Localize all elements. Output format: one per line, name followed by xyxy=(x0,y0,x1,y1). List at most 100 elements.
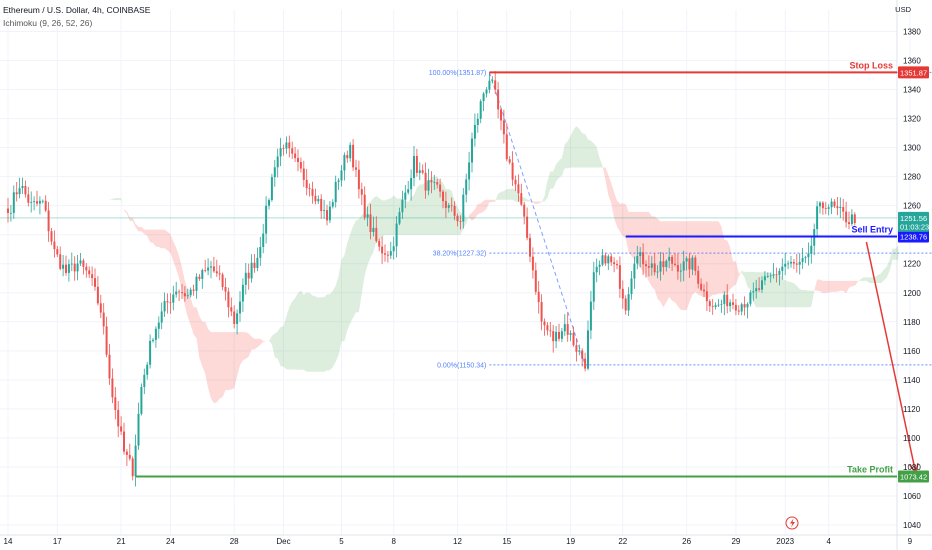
candle xyxy=(491,80,494,82)
cloud-segment xyxy=(680,221,684,311)
candle xyxy=(758,288,761,290)
x-tick-label: 2023 xyxy=(776,537,794,546)
cloud-segment xyxy=(831,280,835,292)
candle xyxy=(662,261,665,268)
y-tick-label: 1380 xyxy=(903,28,921,37)
cloud-segment xyxy=(332,285,336,368)
candle xyxy=(769,275,772,277)
candle xyxy=(740,304,743,312)
candle xyxy=(389,251,392,256)
fib-label: 38.20%(1227.32) xyxy=(433,251,487,258)
fib-label: 100.00%(1351.87) xyxy=(429,70,487,77)
cloud-segment xyxy=(147,229,151,243)
cloud-segment xyxy=(341,255,345,342)
cloud-segment xyxy=(187,290,191,326)
candle xyxy=(679,270,682,272)
candle xyxy=(581,350,584,359)
candle xyxy=(108,354,111,379)
cloud-segment xyxy=(791,282,794,308)
y-tick-label: 1040 xyxy=(903,521,921,530)
candle xyxy=(763,276,766,281)
candle xyxy=(154,328,157,340)
candle xyxy=(212,266,215,272)
candle xyxy=(691,257,694,270)
cloud-segment xyxy=(883,266,887,281)
candle xyxy=(346,154,349,159)
candle xyxy=(598,264,601,267)
candle xyxy=(331,202,334,207)
cloud-segment xyxy=(544,180,548,202)
candle xyxy=(334,181,337,203)
cloud-segment xyxy=(570,129,574,168)
cloud-segment xyxy=(878,273,881,284)
cloud-segment xyxy=(532,201,536,205)
cloud-segment xyxy=(564,141,568,169)
cloud-segment xyxy=(512,188,516,202)
cloud-segment xyxy=(854,280,858,286)
cloud-segment xyxy=(457,206,461,235)
cloud-segment xyxy=(353,220,356,318)
cloud-segment xyxy=(422,182,426,235)
cloud-segment xyxy=(202,321,206,374)
cloud-segment xyxy=(298,290,301,370)
candle xyxy=(259,246,262,258)
candle xyxy=(810,245,813,254)
cloud-segment xyxy=(553,164,557,189)
candle xyxy=(746,303,749,308)
cloud-segment xyxy=(689,221,693,303)
candle xyxy=(839,207,842,209)
cloud-segment xyxy=(451,190,455,235)
y-tick-label: 1160 xyxy=(903,347,921,356)
cloud-segment xyxy=(176,247,180,279)
cloud-segment xyxy=(541,196,545,203)
candle xyxy=(424,172,427,191)
candle xyxy=(299,162,302,169)
candle xyxy=(343,154,346,171)
cloud-segment xyxy=(112,198,116,201)
y-tick-label: 1340 xyxy=(903,86,921,95)
cloud-segment xyxy=(405,200,409,235)
cloud-segment xyxy=(361,212,365,294)
currency-label: USD xyxy=(895,5,911,14)
cloud-segment xyxy=(321,297,325,372)
candle xyxy=(94,278,96,287)
candle xyxy=(328,206,331,221)
cloud-segment xyxy=(524,197,528,202)
cloud-segment xyxy=(179,256,182,291)
candle xyxy=(210,266,212,268)
x-tick-label: 24 xyxy=(166,537,175,546)
candle xyxy=(386,254,389,256)
cloud-segment xyxy=(155,229,159,247)
x-tick-label: 29 xyxy=(731,537,740,546)
candle xyxy=(128,454,131,459)
candle xyxy=(720,303,723,305)
candle xyxy=(642,252,645,265)
time-axis[interactable]: 1417212428Dec5812151922262920234912 xyxy=(4,537,932,546)
cloud-segment xyxy=(785,280,789,308)
cloud-segment xyxy=(654,216,658,300)
candle xyxy=(787,263,790,265)
candle xyxy=(195,276,198,291)
candle xyxy=(320,198,323,212)
candle xyxy=(613,262,616,265)
candle xyxy=(186,295,189,297)
candle xyxy=(453,205,456,216)
candle xyxy=(766,276,769,277)
cloud-segment xyxy=(811,290,815,307)
candle xyxy=(15,192,18,195)
cloud-segment xyxy=(472,209,475,221)
candle xyxy=(714,305,717,307)
candle xyxy=(630,278,633,295)
lightning-icon[interactable] xyxy=(785,516,799,530)
candle xyxy=(369,214,372,232)
cloud-segment xyxy=(666,221,670,303)
price-axis[interactable]: 1040 1060 1080 1100 1120 1140 1160 1180 1200 1220… xyxy=(898,28,929,531)
candle xyxy=(737,310,740,312)
candle xyxy=(317,198,320,202)
cloud-segment xyxy=(344,242,348,342)
y-tick-label: 1060 xyxy=(903,492,921,501)
cloud-segment xyxy=(356,219,359,313)
x-tick-label: Dec xyxy=(276,537,290,546)
cloud-segment xyxy=(242,332,246,361)
